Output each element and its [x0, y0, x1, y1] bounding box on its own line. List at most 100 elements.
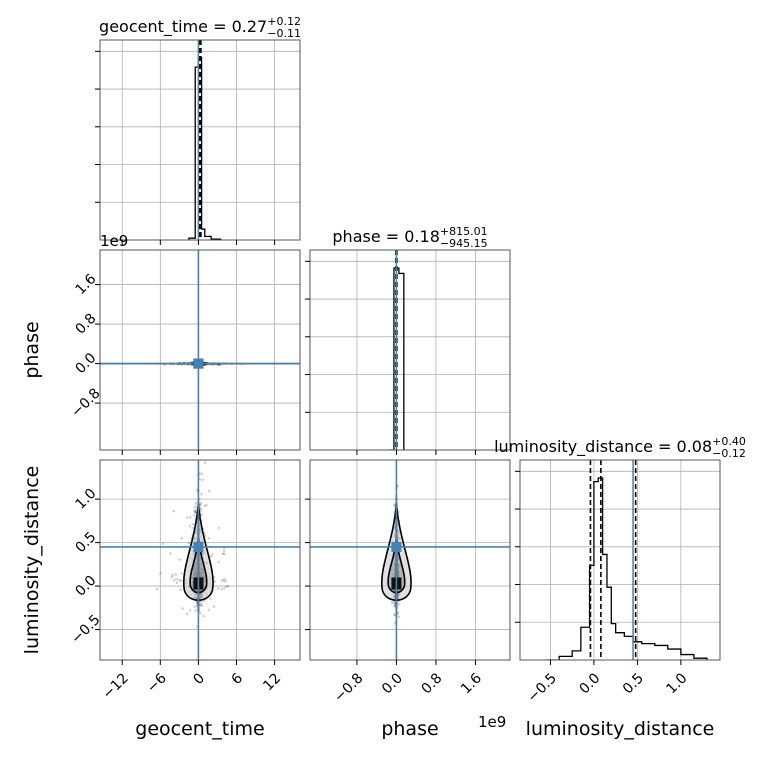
sample-point: [193, 510, 197, 514]
sample-point: [172, 509, 176, 513]
sample-point: [194, 609, 197, 613]
sample-point: [199, 507, 203, 511]
sample-point: [210, 553, 214, 556]
sample-point: [179, 588, 182, 592]
sample-point: [155, 587, 159, 591]
sample-point: [224, 580, 227, 583]
sample-point: [178, 558, 181, 561]
sample-point: [187, 541, 191, 545]
sample-point: [180, 537, 184, 540]
panel-luminosity_distance-geocent_time: [95, 459, 301, 665]
sample-point: [185, 516, 189, 519]
offset-label-geocent-time: 1e9: [100, 232, 128, 250]
x-tick-label-phase: −0.8: [331, 670, 366, 705]
title-plus: +815.01: [440, 225, 488, 238]
panel-content: [520, 460, 720, 660]
panel-phase-phase: [305, 249, 511, 455]
sample-point: [193, 509, 197, 512]
sample-point: [222, 586, 226, 590]
sample-point: [172, 578, 176, 582]
sample-point: [397, 447, 400, 450]
sample-point: [393, 604, 397, 608]
sample-point: [170, 575, 173, 579]
sample-point: [223, 578, 227, 581]
sample-point: [199, 600, 202, 604]
sample-point: [199, 504, 202, 507]
sample-point: [188, 524, 192, 528]
sample-point: [397, 602, 401, 606]
sample-point: [207, 608, 211, 612]
sample-point: [217, 526, 221, 530]
sample-point: [393, 613, 397, 617]
panel-frame: [99, 249, 301, 451]
panel-geocent_time-geocent_time: [95, 39, 301, 245]
sample-point: [188, 609, 192, 612]
sample-point: [194, 509, 197, 513]
y-axis-label-luminosity-distance: luminosity_distance: [21, 466, 43, 655]
sample-point: [189, 515, 192, 519]
sample-point: [200, 513, 203, 517]
sample-point: [194, 501, 198, 505]
sample-point: [200, 602, 204, 606]
title-prefix: geocent_time = 0.27: [99, 17, 267, 37]
panel-frame: [99, 39, 301, 241]
title-plus: +0.12: [267, 15, 301, 28]
sample-point: [191, 526, 194, 530]
y-tick-label-phase: 0.8: [72, 311, 99, 338]
sample-point: [198, 611, 202, 615]
sample-point: [161, 542, 165, 546]
sample-point: [209, 597, 212, 601]
panel-content: [100, 250, 300, 450]
panel-content: [310, 250, 510, 450]
panel-luminosity_distance-luminosity_distance: [515, 459, 721, 665]
title-prefix: luminosity_distance = 0.08: [494, 437, 712, 457]
x-axis-label-luminosity-distance: luminosity_distance: [526, 718, 715, 740]
y-tick-label-luminosity_distance: 0.0: [72, 573, 99, 600]
sample-point: [222, 549, 226, 553]
sample-point: [159, 572, 162, 575]
x-tick-label-phase: 0.8: [418, 670, 445, 697]
sample-point: [212, 605, 216, 608]
sample-point: [200, 472, 204, 476]
sample-point: [222, 552, 226, 556]
panel-frame: [99, 459, 301, 661]
x-tick-label-geocent_time: 6: [228, 670, 246, 688]
x-axis-label-phase: phase: [381, 718, 438, 740]
sample-point: [200, 492, 203, 496]
y-axis-label-phase: phase: [21, 321, 43, 378]
title-minus: −945.15: [440, 237, 488, 250]
sample-point: [207, 489, 211, 493]
sample-point: [175, 577, 178, 581]
sample-point: [200, 604, 203, 608]
sample-point: [201, 478, 204, 482]
sample-point: [169, 552, 172, 555]
panel-content: [100, 40, 300, 240]
panels-layer: [95, 39, 721, 665]
x-tick-label-phase: 1.6: [458, 670, 485, 697]
panel-content: [310, 447, 510, 660]
histogram-phase: [389, 267, 405, 450]
sample-point: [213, 580, 216, 583]
y-tick-label-phase: 1.6: [72, 271, 99, 298]
sample-point: [179, 579, 183, 582]
title-prefix: phase = 0.18: [332, 227, 439, 246]
truth-marker: [193, 541, 204, 552]
sample-point: [180, 572, 184, 575]
sample-point: [193, 505, 196, 509]
sample-point: [202, 614, 205, 618]
sample-point: [221, 578, 225, 582]
sample-point: [221, 552, 225, 556]
x-tick-label-geocent_time: −12: [100, 670, 132, 702]
panel-title-luminosity_distance: luminosity_distance = 0.08+0.40 −0.12: [494, 435, 746, 460]
x-tick-label-luminosity_distance: 0.0: [576, 670, 603, 697]
panel-luminosity_distance-phase: [305, 447, 511, 665]
title-minus: −0.12: [712, 447, 746, 460]
panel-title-geocent_time: geocent_time = 0.27+0.12 −0.11: [99, 15, 301, 40]
x-tick-label-luminosity_distance: −0.5: [525, 670, 560, 705]
sample-point: [393, 613, 397, 616]
title-plus: +0.40: [712, 435, 746, 448]
title-minus: −0.11: [267, 27, 301, 40]
sample-point: [221, 580, 224, 583]
x-tick-label-phase: 0.0: [379, 670, 406, 697]
panel-frame: [519, 459, 721, 661]
